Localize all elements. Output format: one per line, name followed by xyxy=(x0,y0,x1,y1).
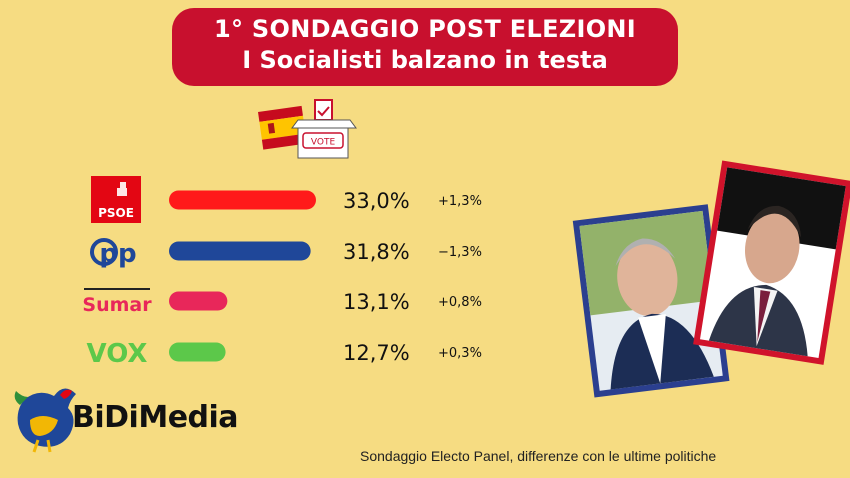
brand-name: BiDiMedia xyxy=(72,400,239,435)
sumar-logo-text: Sumar xyxy=(82,294,152,316)
spain-flag-icon xyxy=(258,105,307,150)
value-label-sumar: 13,1% xyxy=(343,290,410,314)
pp-logo: pp xyxy=(90,238,137,269)
bar-psoe xyxy=(169,190,316,210)
photo-right-candidate xyxy=(693,160,850,365)
page-title: 1° SONDAGGIO POST ELEZIONI xyxy=(213,15,637,43)
ballot-box-icon: VOTE xyxy=(291,99,357,159)
bar-vox xyxy=(169,342,226,362)
vox-logo: VOX xyxy=(87,339,148,369)
title-banner: 1° SONDAGGIO POST ELEZIONI I Socialisti … xyxy=(172,8,678,86)
change-label-sumar: +0,8% xyxy=(438,295,482,310)
bars-group: 33,0% +1,3% 31,8% −1,3% 13,1% +0,8% 12,7% +0,3% xyxy=(169,189,482,365)
vox-logo-text: VOX xyxy=(87,339,148,369)
value-label-psoe: 33,0% xyxy=(343,189,410,213)
change-label-psoe: +1,3% xyxy=(438,194,482,209)
psoe-logo-text: PSOE xyxy=(98,206,134,220)
footer-note: Sondaggio Electo Panel, differenze con l… xyxy=(360,448,717,464)
value-label-pp: 31,8% xyxy=(343,240,410,264)
psoe-logo: PSOE xyxy=(91,176,141,223)
photo-left-candidate xyxy=(572,204,730,398)
change-label-vox: +0,3% xyxy=(438,346,482,361)
ballot-label: VOTE xyxy=(311,138,336,148)
change-label-pp: −1,3% xyxy=(438,245,482,260)
bar-pp xyxy=(169,241,311,261)
bar-sumar xyxy=(169,291,228,311)
sumar-logo: Sumar xyxy=(82,288,152,316)
value-label-vox: 12,7% xyxy=(343,341,410,365)
pp-logo-text: pp xyxy=(99,239,136,269)
page-subtitle: I Socialisti balzano in testa xyxy=(242,46,608,74)
rooster-icon xyxy=(14,388,77,453)
